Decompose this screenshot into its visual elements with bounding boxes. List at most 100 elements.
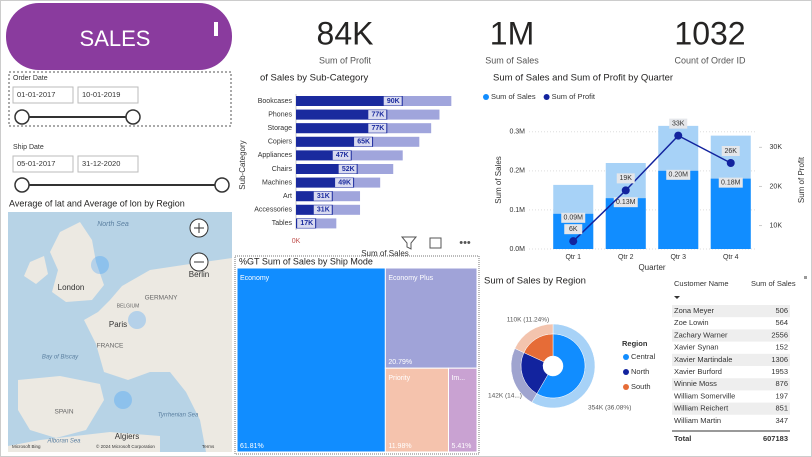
cell: 197 bbox=[775, 391, 788, 400]
land bbox=[8, 432, 160, 452]
map-label: FRANCE bbox=[97, 343, 124, 350]
y-tick-label: 0.3M bbox=[509, 129, 525, 136]
cell: 1306 bbox=[771, 355, 788, 364]
label-box bbox=[297, 218, 316, 228]
tile-value: 11.98% bbox=[388, 443, 411, 450]
x-tick-label: Qtr 1 bbox=[565, 254, 581, 261]
bar bbox=[296, 123, 388, 134]
card-value: 1032 bbox=[674, 15, 745, 51]
cell: 876 bbox=[775, 379, 788, 388]
y-tick-label: Art bbox=[283, 193, 292, 200]
cell: William Martin bbox=[674, 416, 721, 425]
slider-handle[interactable] bbox=[14, 109, 30, 125]
chart-title: of Sales by Sub-Category bbox=[260, 73, 369, 84]
x-tick-label: Qtr 3 bbox=[670, 254, 686, 261]
value-label: 0.09M bbox=[564, 215, 584, 222]
region-point[interactable] bbox=[91, 256, 109, 274]
map-label: BELGIUM bbox=[117, 303, 140, 309]
x-tick-label: 0K bbox=[292, 238, 301, 245]
land bbox=[24, 256, 48, 284]
map-label: Berlin bbox=[189, 270, 209, 279]
column-header: Sum of Sales bbox=[751, 279, 796, 288]
x-tick-label: Qtr 4 bbox=[723, 254, 739, 261]
label-box bbox=[332, 150, 351, 160]
label-box bbox=[721, 146, 740, 156]
value-label: 49K bbox=[338, 179, 351, 186]
label-box bbox=[383, 96, 402, 106]
bar bbox=[658, 170, 699, 249]
bar bbox=[296, 177, 355, 188]
y2-tick-label: 10K bbox=[770, 222, 783, 229]
map-title: Average of lat and Average of lon by Reg… bbox=[9, 198, 185, 208]
value-label: 77K bbox=[371, 125, 384, 132]
y-axis-label: Sum of Sales bbox=[494, 156, 503, 204]
bar bbox=[296, 150, 352, 161]
y-tick-label: Storage bbox=[267, 125, 292, 132]
legend-marker bbox=[623, 384, 629, 390]
date-input[interactable] bbox=[77, 155, 139, 173]
slicer-title: Ship Date bbox=[13, 144, 44, 151]
value-label: 31K bbox=[317, 207, 330, 214]
slider-handle[interactable] bbox=[214, 177, 230, 193]
bar bbox=[296, 96, 403, 106]
value-label: 19K bbox=[620, 175, 633, 182]
label-box bbox=[616, 173, 635, 184]
label-box bbox=[313, 191, 332, 201]
cell: 2556 bbox=[771, 330, 788, 339]
label-box bbox=[564, 224, 583, 235]
label-box bbox=[718, 177, 743, 188]
point bbox=[569, 237, 578, 246]
legend-title: Region bbox=[622, 339, 648, 348]
tile-label: Priority bbox=[388, 375, 410, 382]
map[interactable]: North Sea London Berlin Paris GERMANY FR… bbox=[8, 212, 232, 452]
tile-value: 20.79% bbox=[388, 359, 412, 366]
legend-marker bbox=[623, 354, 629, 360]
cell: 564 bbox=[775, 318, 788, 327]
y-tick-label: Phones bbox=[268, 111, 292, 118]
date-start: 01-01-2017 bbox=[17, 90, 55, 99]
cell: Zoe Lowin bbox=[674, 318, 709, 327]
slider-handle[interactable] bbox=[125, 109, 141, 125]
slider-handle[interactable] bbox=[14, 177, 30, 193]
charts: of Sales by Sub-Category Sub-Category Sum … bbox=[234, 73, 806, 455]
cell: 1953 bbox=[771, 367, 788, 376]
filter-icon[interactable] bbox=[400, 236, 418, 250]
value-label: 0.18M bbox=[721, 179, 741, 186]
map-terms[interactable]: Terms bbox=[202, 444, 215, 449]
title-button[interactable] bbox=[6, 3, 232, 70]
treemap-tile bbox=[236, 267, 386, 453]
treemap-tile bbox=[384, 367, 449, 453]
point bbox=[726, 159, 735, 167]
more-icon[interactable]: ••• bbox=[459, 237, 471, 249]
visual-frame bbox=[234, 255, 480, 455]
cell: William Somerville bbox=[674, 391, 735, 400]
legend-marker bbox=[623, 369, 629, 375]
total-label: Total bbox=[674, 434, 691, 443]
y-tick-label: Accessories bbox=[254, 207, 292, 214]
label-box bbox=[368, 110, 387, 120]
focus-icon[interactable] bbox=[429, 237, 442, 249]
cell: 347 bbox=[775, 416, 788, 425]
label-box bbox=[561, 212, 586, 223]
title-marker bbox=[214, 22, 218, 36]
label-box bbox=[338, 164, 357, 174]
date-input[interactable] bbox=[77, 86, 139, 104]
legend-label: Sum of Profit bbox=[552, 92, 596, 101]
row-band bbox=[672, 402, 790, 415]
value-label: 65K bbox=[357, 139, 370, 146]
region-point[interactable] bbox=[128, 311, 146, 329]
y-tick-label: Appliances bbox=[258, 152, 293, 159]
point bbox=[674, 131, 683, 140]
region-point[interactable] bbox=[114, 391, 132, 409]
chart-title: Sum of Sales and Sum of Profit by Quarte… bbox=[493, 73, 673, 84]
tile-label: Im... bbox=[451, 375, 465, 382]
value-label: 110K (11.24%) bbox=[507, 317, 549, 324]
value-label: 52K bbox=[342, 166, 355, 173]
bar bbox=[710, 178, 751, 249]
cell: 152 bbox=[775, 343, 788, 352]
value-label: 0.20M bbox=[669, 172, 689, 179]
date-input[interactable] bbox=[12, 155, 74, 173]
row-band bbox=[672, 353, 790, 366]
date-input[interactable] bbox=[12, 86, 74, 104]
